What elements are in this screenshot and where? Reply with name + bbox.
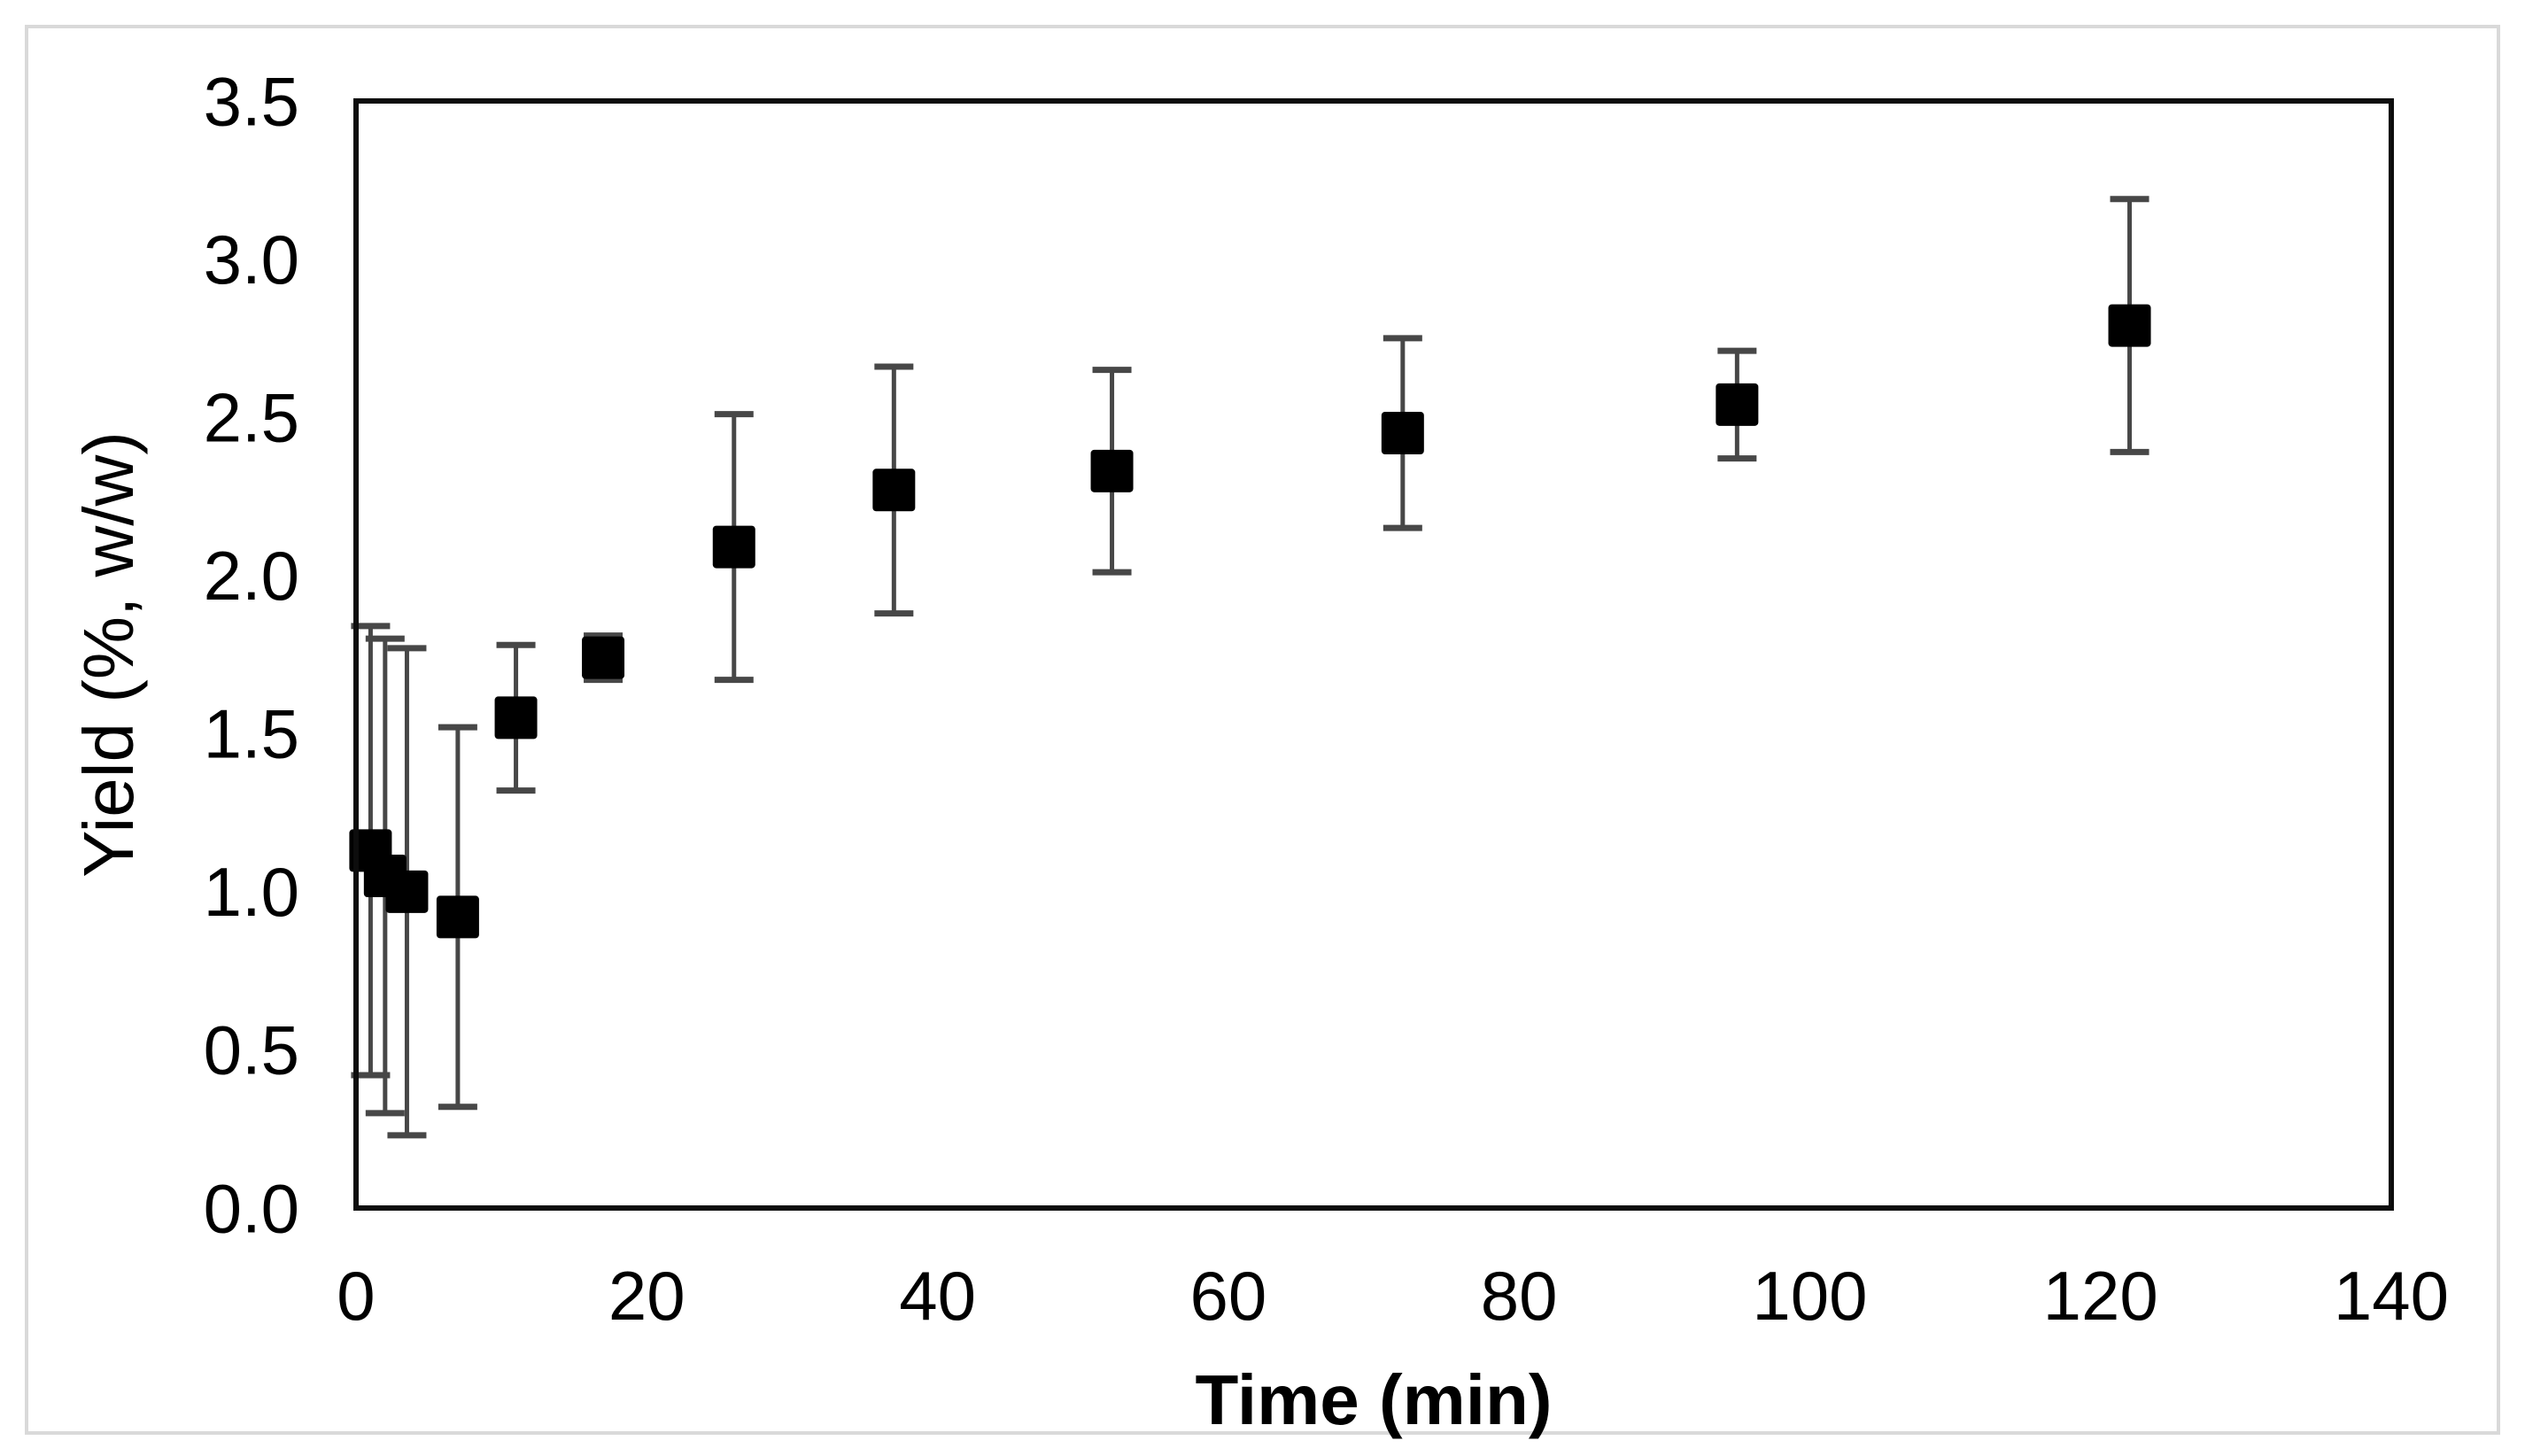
x-tick-label: 140: [2334, 1257, 2449, 1335]
y-tick-label: 2.0: [204, 537, 299, 615]
data-point-marker: [1716, 383, 1759, 426]
data-point-marker: [1381, 412, 1424, 454]
x-tick-label: 80: [1481, 1257, 1558, 1335]
y-tick-label: 1.0: [204, 853, 299, 931]
y-tick-label: 0.0: [204, 1169, 299, 1247]
plot-frame: [353, 98, 2394, 1211]
x-axis-title: Time (min): [1195, 1360, 1552, 1439]
x-tick-label: 40: [899, 1257, 976, 1335]
x-tick-label: 120: [2043, 1257, 2158, 1335]
y-tick-label: 3.5: [204, 62, 299, 140]
data-point-marker: [582, 636, 625, 679]
x-tick-label: 60: [1189, 1257, 1266, 1335]
x-axis-tick-labels: 0 20 40 60 80 100 120 140: [337, 1257, 2449, 1335]
data-point-marker: [1090, 449, 1134, 492]
data-point-marker: [2108, 304, 2151, 347]
y-tick-label: 3.0: [204, 221, 299, 298]
data-point-marker: [712, 525, 755, 569]
y-tick-label: 0.5: [204, 1011, 299, 1089]
data-point-marker: [385, 870, 429, 913]
data-point-marker: [436, 895, 479, 939]
y-axis-title: Yield (%, w/w): [69, 431, 148, 878]
data-points: [349, 304, 2151, 939]
y-tick-label: 2.5: [204, 378, 299, 456]
x-tick-label: 20: [608, 1257, 685, 1335]
y-tick-label: 1.5: [204, 695, 299, 773]
x-tick-label: 100: [1752, 1257, 1867, 1335]
y-axis-tick-labels: 0.0 0.5 1.0 1.5 2.0 2.5 3.0 3.5: [204, 62, 299, 1247]
x-tick-label: 0: [337, 1257, 375, 1335]
data-point-marker: [494, 696, 538, 740]
data-point-marker: [872, 469, 916, 512]
figure-border: [25, 25, 2500, 1435]
